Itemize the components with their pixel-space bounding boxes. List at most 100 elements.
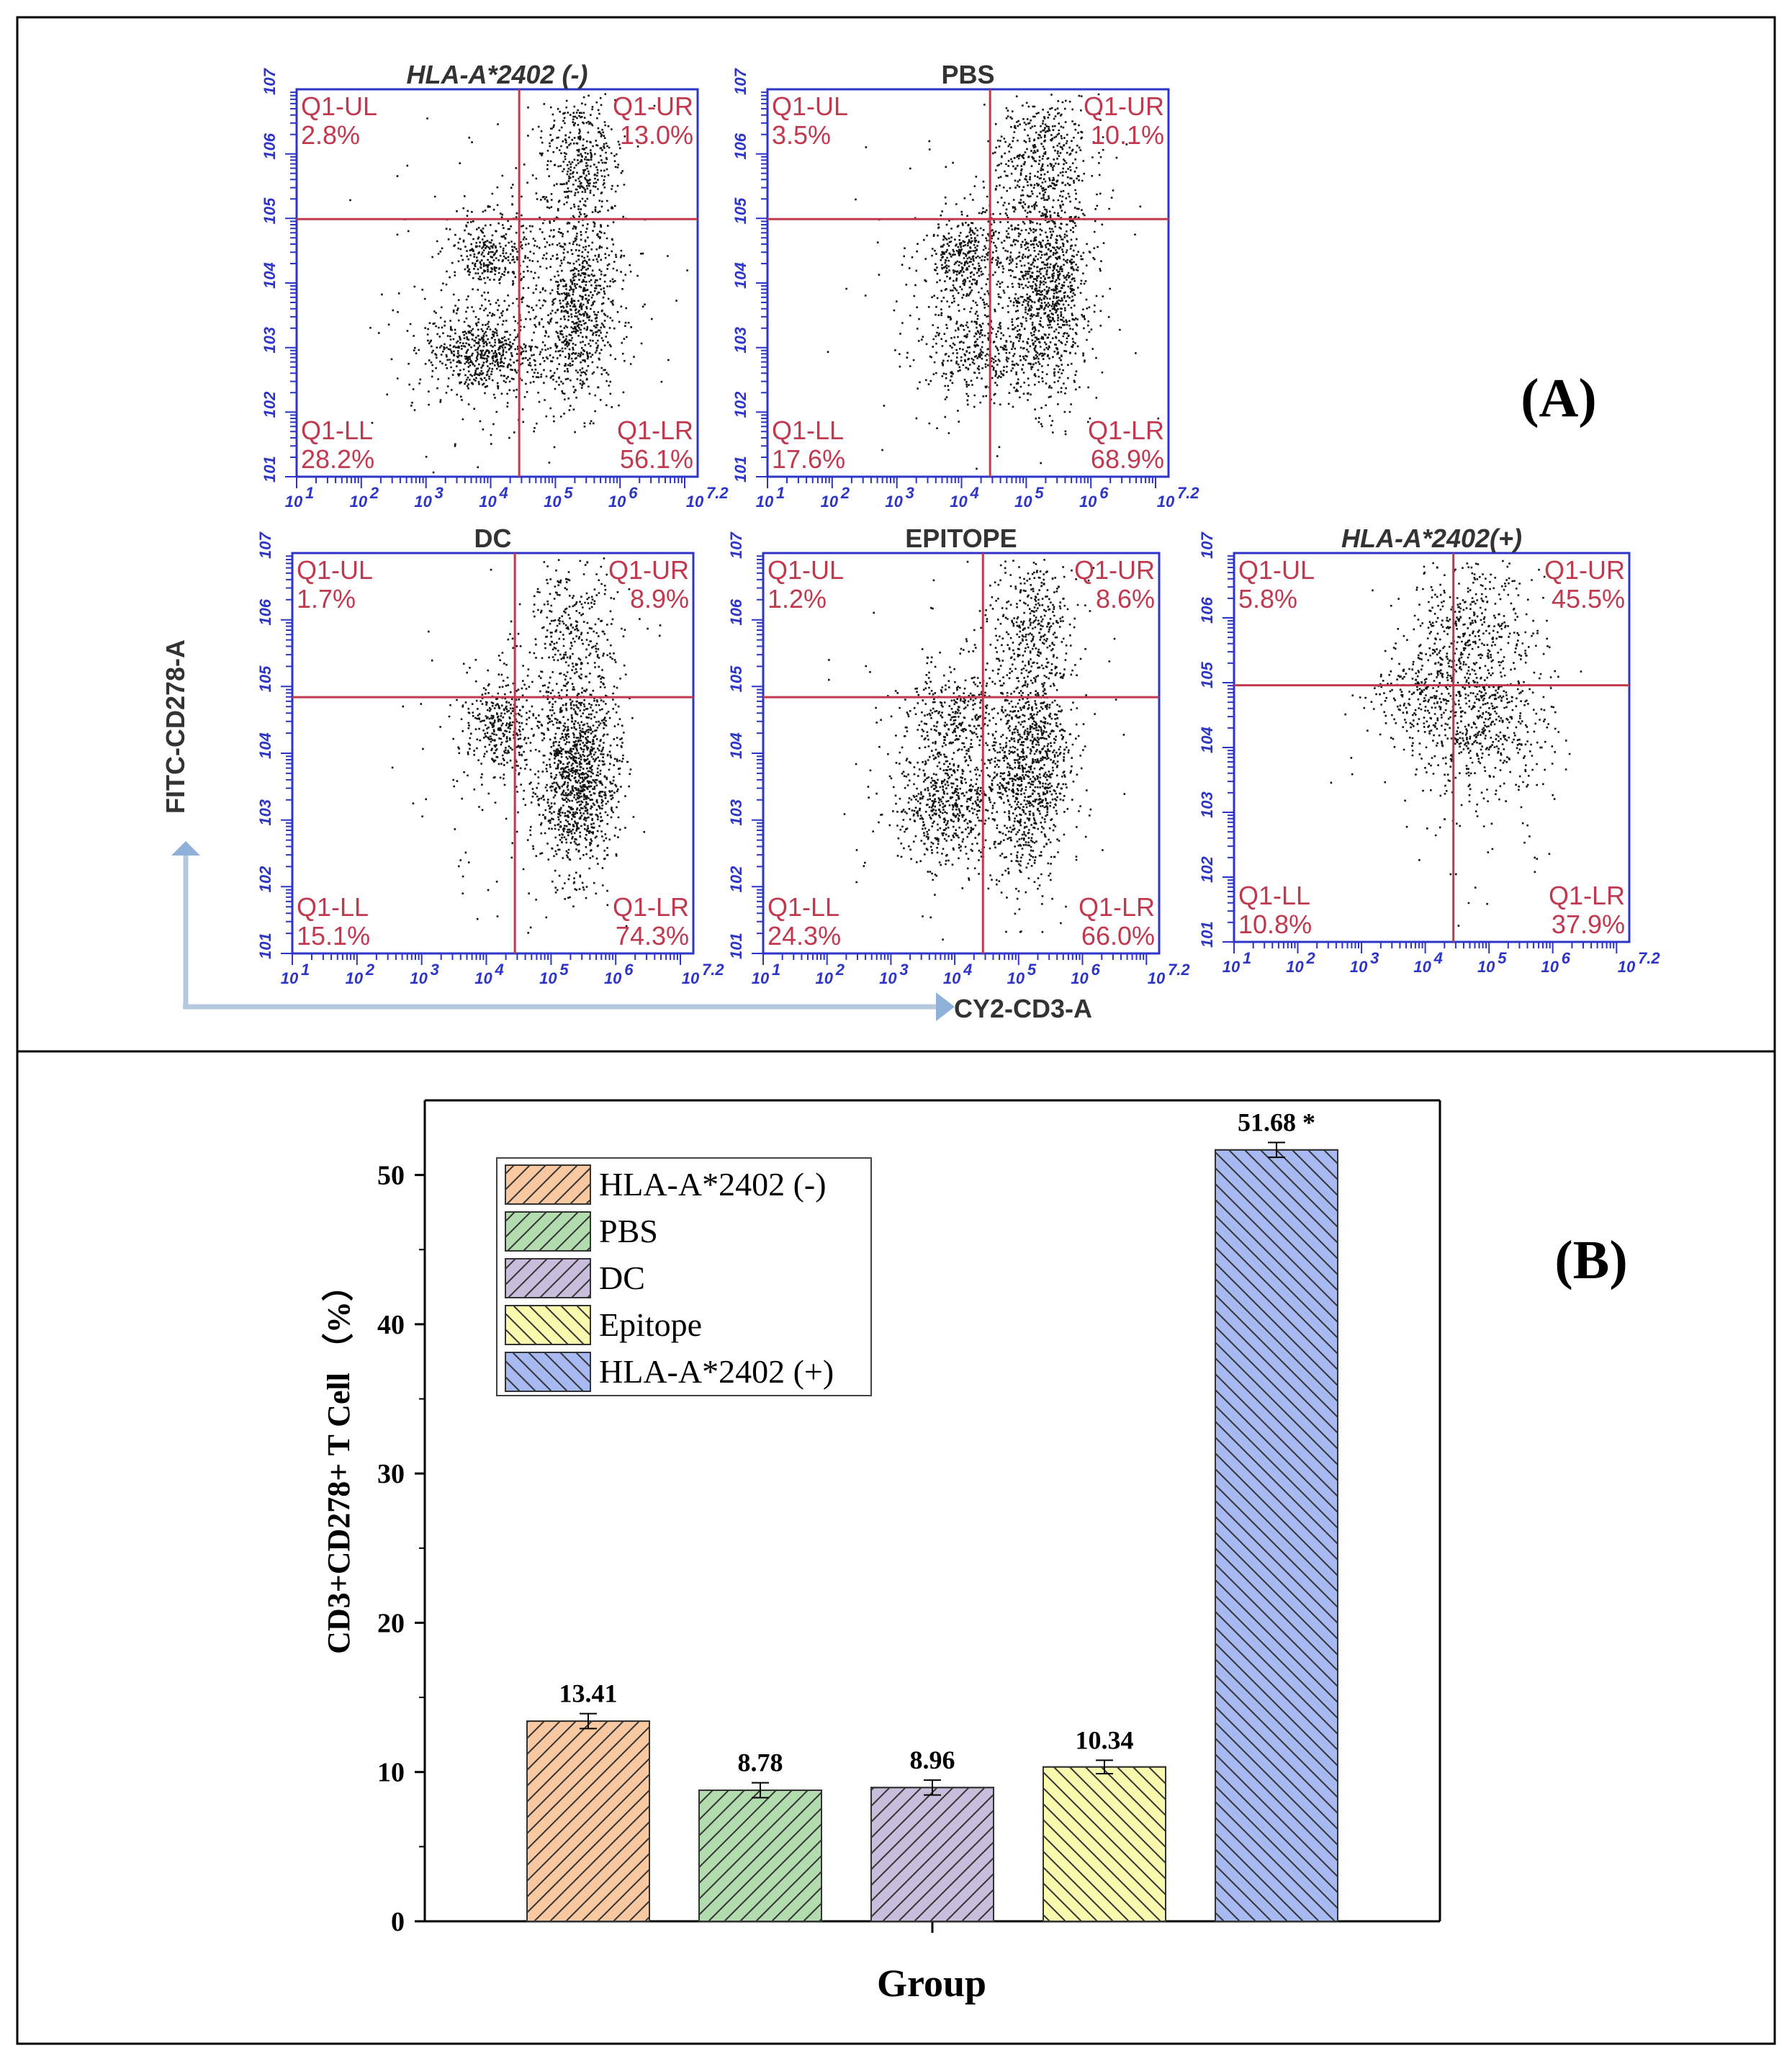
x-tick-exp: 1 xyxy=(305,484,314,502)
y-axis-label-a: FITC-CD278-A xyxy=(161,639,190,814)
x-tick-label: 10 xyxy=(346,969,364,987)
y-tick-label: 105 xyxy=(261,197,279,224)
legend-swatch-hatch xyxy=(505,1211,591,1252)
y-tick-label: 104 xyxy=(731,262,749,289)
x-tick-exp: 2 xyxy=(365,961,375,979)
y-tick-label: 103 xyxy=(731,327,749,354)
x-tick-exp: 6 xyxy=(1099,484,1109,502)
y-tick-label: 104 xyxy=(1198,727,1216,753)
axis-ticks xyxy=(1223,555,1618,953)
x-tick-exp: 4 xyxy=(970,484,979,502)
quadrant-value: 8.6% xyxy=(1096,584,1155,614)
quadrant-name: Q1-LR xyxy=(1549,881,1625,910)
x-tick-exp: 5 xyxy=(564,484,573,502)
x-tick-label: 10 xyxy=(1350,958,1368,976)
legend-label: PBS xyxy=(599,1213,658,1249)
quadrant-value: 28.2% xyxy=(301,444,374,474)
x-tick-label: 10 xyxy=(885,493,903,511)
quadrant-value: 2.8% xyxy=(301,120,360,150)
flow-plot-3: 10 1 10 2 10 3 10 4 10 5 10 6 10 7.210110210310410510… xyxy=(256,524,724,987)
quadrant-value: 45.5% xyxy=(1552,584,1625,614)
y-tick-label: 105 xyxy=(727,665,745,692)
y-axis-label-b: CD3+CD278+ T Cell （%） xyxy=(321,1270,356,1654)
legend-swatch-hatch xyxy=(505,1164,591,1205)
quadrant-name: Q1-UR xyxy=(1074,555,1155,585)
axis-ticks xyxy=(285,91,685,488)
quadrant-name: Q1-UR xyxy=(613,91,693,121)
y-tick-label: 107 xyxy=(727,531,745,559)
x-tick-label: 10 xyxy=(479,493,497,511)
y-tick-label: 105 xyxy=(1198,662,1216,688)
y-tick-labels: 101 102 103 104 105 106 107 xyxy=(1198,531,1216,948)
y-tick-label: 103 xyxy=(727,799,745,826)
flow-plot-title: EPITOPE xyxy=(905,524,1017,553)
x-tick-exp: 2 xyxy=(1306,949,1316,967)
x-tick-label: 10 xyxy=(821,493,839,511)
x-tick-label: 10 xyxy=(1223,958,1241,976)
quadrant-name: Q1-LR xyxy=(1088,416,1164,445)
quadrant-name: Q1-LR xyxy=(613,892,689,922)
axis-ticks xyxy=(756,91,1156,488)
x-tick-label: 10 xyxy=(879,969,897,987)
x-tick-label: 10 xyxy=(544,493,562,511)
y-tick-label: 101 xyxy=(731,456,749,482)
y-tick-label: 30 xyxy=(377,1459,405,1489)
bar-1: 13.41 xyxy=(526,1679,650,1923)
x-tick-label: 10 xyxy=(410,969,428,987)
x-tick-label: 10 xyxy=(604,969,622,987)
x-tick-label: 10 xyxy=(815,969,833,987)
quadrant-name: Q1-UR xyxy=(608,555,689,585)
x-tick-label: 10 xyxy=(1148,969,1166,987)
x-tick-exp: 2 xyxy=(369,484,379,502)
quadrant-name: Q1-LL xyxy=(767,892,839,922)
x-tick-exp: 1 xyxy=(772,961,780,979)
scatter-dots xyxy=(827,93,1160,470)
x-tick-label: 10 xyxy=(350,493,368,511)
x-tick-labels: 10 1 10 2 10 3 10 4 10 5 10 6 10 7.2 xyxy=(756,484,1200,511)
x-tick-label: 10 xyxy=(285,493,303,511)
x-tick-exp: 6 xyxy=(1091,961,1101,979)
x-tick-exp: 1 xyxy=(301,961,310,979)
bar-3: 8.96 xyxy=(870,1746,994,1923)
axis-ticks xyxy=(752,555,1148,965)
x-tick-exp: 1 xyxy=(776,484,785,502)
y-tick-label: 107 xyxy=(731,68,749,95)
x-tick-exp: 2 xyxy=(840,484,850,502)
x-tick-label: 10 xyxy=(1477,958,1495,976)
quadrant-name: Q1-LL xyxy=(297,892,369,922)
x-tick-label: 10 xyxy=(281,969,299,987)
x-tick-exp: 6 xyxy=(624,961,634,979)
bar-4: 10.34 xyxy=(1043,1725,1166,1922)
quadrant-value: 37.9% xyxy=(1552,910,1625,939)
x-tick-label: 10 xyxy=(1286,958,1304,976)
x-tick-labels: 10 1 10 2 10 3 10 4 10 5 10 6 10 7.2 xyxy=(1223,949,1661,976)
legend-swatch-hatch xyxy=(505,1305,591,1345)
bar-value-label: 8.96 xyxy=(910,1746,955,1774)
x-tick-exp: 4 xyxy=(495,961,504,979)
y-tick-label: 101 xyxy=(256,933,274,959)
bar-value-label: 13.41 xyxy=(559,1679,618,1708)
y-tick-label: 10 xyxy=(377,1758,405,1788)
x-tick-exp: 3 xyxy=(1370,949,1379,967)
y-guide-arrowhead xyxy=(171,841,200,856)
outer-frame xyxy=(16,16,1776,2045)
legend-label: DC xyxy=(599,1260,645,1296)
x-tick-label: 10 xyxy=(682,969,700,987)
y-tick-label: 104 xyxy=(256,732,274,759)
x-tick-label: 10 xyxy=(950,493,968,511)
x-tick-label: 10 xyxy=(539,969,557,987)
quadrant-name: Q1-UR xyxy=(1544,555,1625,585)
flow-plot-5: 10 1 10 2 10 3 10 4 10 5 10 6 10 7.210110210310410510… xyxy=(1198,524,1660,976)
flow-plot-title: PBS xyxy=(941,60,994,89)
panel-b-label: (B) xyxy=(1554,1230,1627,1290)
plot-frame xyxy=(762,552,1161,955)
y-tick-labels: 101 102 103 104 105 106 107 xyxy=(261,68,279,482)
y-tick-label: 103 xyxy=(261,327,279,354)
y-tick-label: 104 xyxy=(261,262,279,289)
y-tick-label: 102 xyxy=(256,866,274,892)
y-tick-label: 107 xyxy=(1198,531,1216,559)
y-tick-labels: 101 102 103 104 105 106 107 xyxy=(727,531,745,959)
bar-value-label: 51.68 * xyxy=(1238,1108,1315,1136)
y-tick-label: 106 xyxy=(256,598,274,625)
x-tick-exp: 3 xyxy=(431,961,439,979)
